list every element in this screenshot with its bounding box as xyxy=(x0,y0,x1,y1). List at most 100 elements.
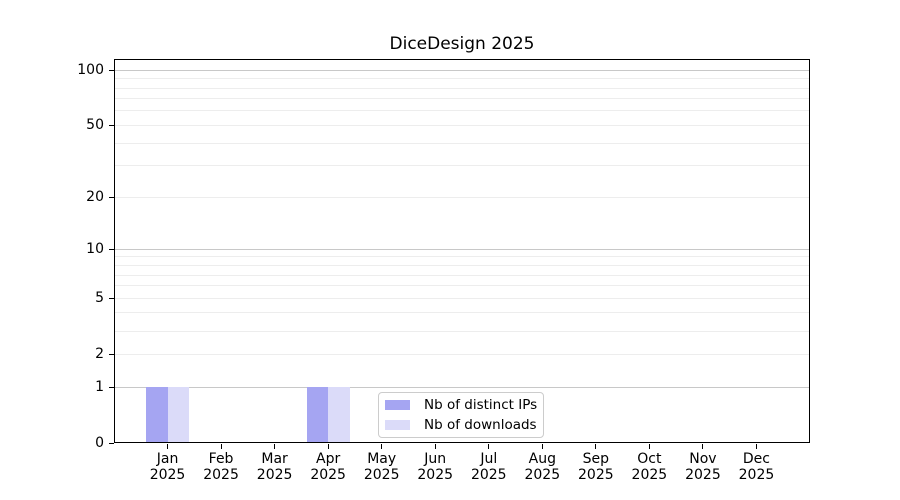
y-tick-label: 1 xyxy=(95,378,104,395)
x-tick-label: Dec 2025 xyxy=(724,451,788,483)
x-tick-year: 2025 xyxy=(256,466,293,483)
y-tick-mark xyxy=(109,248,114,250)
y-tick-mark xyxy=(109,196,114,198)
legend-row: Nb of downloads xyxy=(385,416,537,433)
legend: Nb of distinct IPs Nb of downloads xyxy=(378,392,544,438)
x-tick-month: Jul xyxy=(480,451,498,467)
x-tick-year: 2025 xyxy=(631,466,668,483)
x-tick-year: 2025 xyxy=(149,466,186,483)
x-tick-month: May xyxy=(367,451,397,467)
x-tick-month: Nov xyxy=(689,451,717,467)
gridline-minor xyxy=(115,353,809,355)
legend-swatch-downloads xyxy=(385,420,410,430)
y-tick-mark xyxy=(109,69,114,71)
x-tick-month: Apr xyxy=(316,451,341,467)
x-tick-mark xyxy=(434,444,436,449)
y-tick-label: 5 xyxy=(95,289,104,306)
x-tick-year: 2025 xyxy=(685,466,721,483)
x-tick-label: May 2025 xyxy=(350,451,414,483)
x-tick-mark xyxy=(648,444,650,449)
y-tick-mark xyxy=(109,386,114,388)
gridline-minor xyxy=(115,124,809,126)
x-tick-month: Jan xyxy=(156,451,179,467)
x-tick-mark xyxy=(327,444,329,449)
x-tick-month: Mar xyxy=(261,451,288,467)
x-tick-label: Jun 2025 xyxy=(403,451,467,483)
x-tick-mark xyxy=(381,444,383,449)
x-tick-year: 2025 xyxy=(578,466,614,483)
x-tick-label: Aug 2025 xyxy=(510,451,574,483)
gridline-minor xyxy=(115,142,809,144)
x-tick-label: Feb 2025 xyxy=(189,451,253,483)
y-tick-label: 0 xyxy=(95,434,104,451)
y-tick-mark xyxy=(109,353,114,355)
legend-swatch-distinct-ips xyxy=(385,400,410,410)
x-tick-label: Jan 2025 xyxy=(136,451,200,483)
x-tick-month: Feb xyxy=(208,451,234,467)
x-tick-label: Apr 2025 xyxy=(296,451,360,483)
x-tick-month: Sep xyxy=(582,451,610,467)
x-tick-mark xyxy=(220,444,222,449)
x-tick-mark xyxy=(488,444,490,449)
x-tick-label: Sep 2025 xyxy=(564,451,628,483)
x-tick-year: 2025 xyxy=(363,466,400,483)
x-tick-year: 2025 xyxy=(417,466,454,483)
x-tick-mark xyxy=(167,444,169,449)
y-tick-mark xyxy=(109,442,114,444)
gridline-minor xyxy=(115,312,809,314)
y-tick-label: 2 xyxy=(95,345,104,362)
gridline-minor xyxy=(115,256,809,258)
gridline-minor xyxy=(115,110,809,112)
gridline-minor xyxy=(115,98,809,100)
y-tick-mark xyxy=(109,297,114,299)
legend-label: Nb of downloads xyxy=(424,416,537,433)
x-tick-mark xyxy=(595,444,597,449)
chart-title: DiceDesign 2025 xyxy=(389,34,535,54)
y-tick-label: 50 xyxy=(86,116,104,133)
x-tick-year: 2025 xyxy=(470,466,507,483)
x-tick-month: Oct xyxy=(637,451,662,467)
gridline-minor xyxy=(115,78,809,80)
x-tick-mark xyxy=(755,444,757,449)
legend-row: Nb of distinct IPs xyxy=(385,396,538,413)
y-tick-label: 10 xyxy=(86,240,104,257)
x-tick-year: 2025 xyxy=(524,466,561,483)
x-tick-month: Jun xyxy=(424,451,447,467)
x-tick-label: Mar 2025 xyxy=(243,451,307,483)
gridline-minor xyxy=(115,297,809,299)
x-tick-month: Dec xyxy=(742,451,770,467)
x-tick-label: Oct 2025 xyxy=(617,451,681,483)
x-tick-mark xyxy=(274,444,276,449)
bar-downloads-apr xyxy=(328,387,350,443)
x-tick-label: Nov 2025 xyxy=(671,451,735,483)
legend-label: Nb of distinct IPs xyxy=(424,396,538,413)
x-tick-year: 2025 xyxy=(738,466,775,483)
gridline-major xyxy=(115,69,809,71)
gridline-major xyxy=(115,386,809,388)
gridline-minor xyxy=(115,196,809,198)
bar-distinct-ips-jan xyxy=(146,387,168,443)
x-tick-mark xyxy=(541,444,543,449)
y-tick-label: 100 xyxy=(77,61,104,78)
gridline-minor xyxy=(115,165,809,167)
gridline-minor xyxy=(115,330,809,332)
x-tick-month: Aug xyxy=(528,451,556,467)
bar-downloads-jan xyxy=(167,387,190,443)
gridline-minor xyxy=(115,285,809,287)
gridline-minor xyxy=(115,265,809,266)
y-tick-label: 20 xyxy=(86,188,104,205)
x-tick-year: 2025 xyxy=(203,466,239,483)
gridline-major xyxy=(115,248,809,250)
bar-distinct-ips-apr xyxy=(306,387,329,443)
gridline-minor xyxy=(115,87,809,89)
x-tick-mark xyxy=(702,444,704,449)
gridline-minor xyxy=(115,274,809,276)
y-tick-mark xyxy=(109,124,114,126)
x-tick-year: 2025 xyxy=(310,466,346,483)
x-tick-label: Jul 2025 xyxy=(457,451,521,483)
